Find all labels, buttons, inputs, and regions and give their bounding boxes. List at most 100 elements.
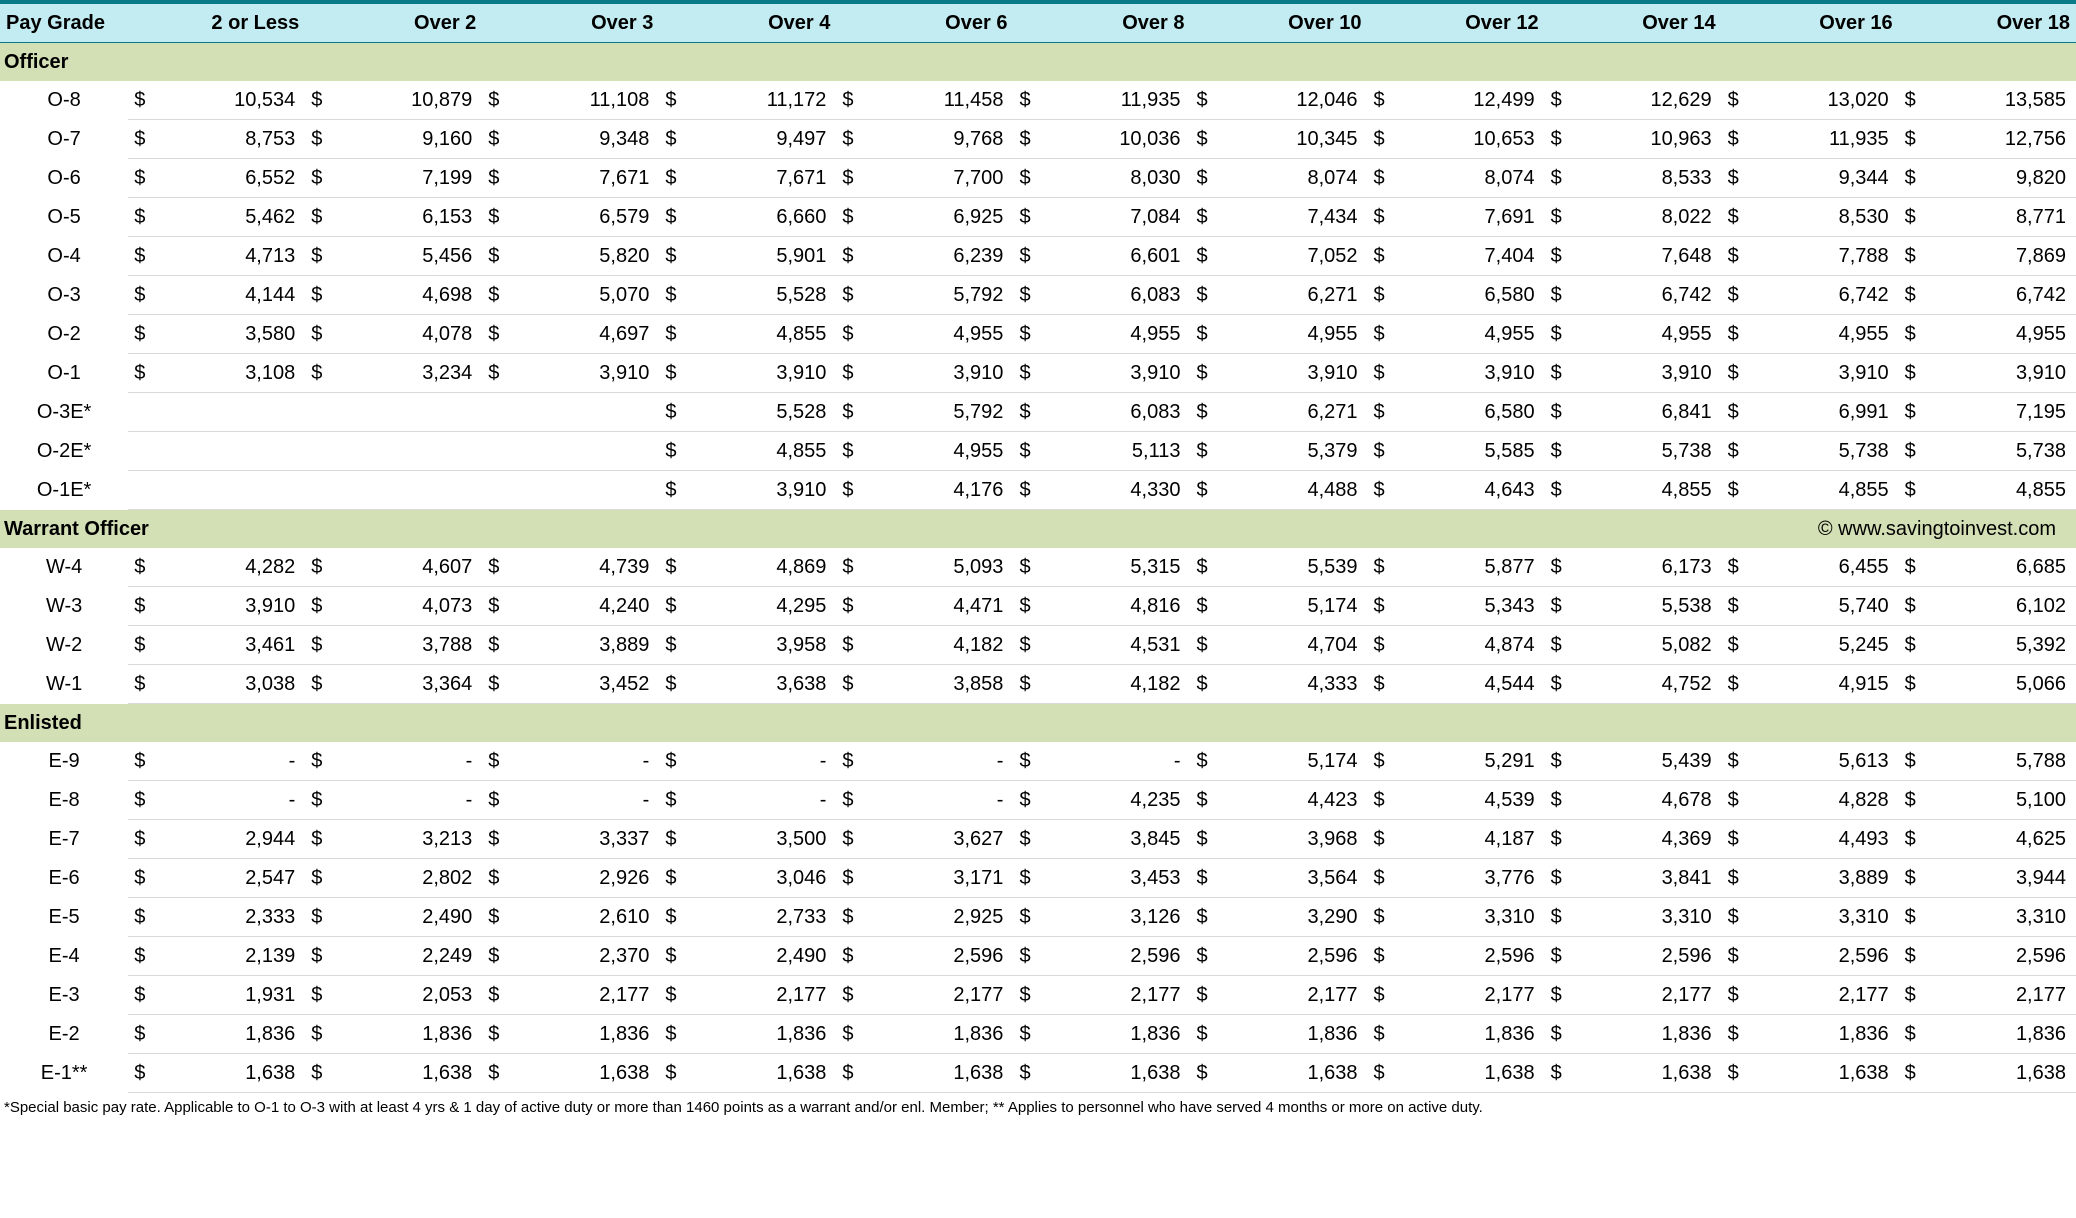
pay-table: Pay Grade 2 or Less Over 2 Over 3 Over 4… [0,0,2076,1093]
table-row: O-1E*$3,910$4,176$4,330$4,488$4,643$4,85… [0,471,2076,510]
value-cell: 10,345 [1215,120,1368,159]
value-cell: 9,160 [330,120,483,159]
currency-symbol: $ [836,276,860,315]
currency-symbol: $ [305,859,329,898]
value-cell: - [861,781,1014,820]
value-cell: 4,855 [1746,471,1899,510]
currency-symbol: $ [1899,276,1923,315]
currency-symbol: $ [1190,665,1214,704]
col-year-7: Over 12 [1368,2,1545,43]
currency-symbol: $ [1899,742,1923,781]
value-cell: 5,100 [1923,781,2076,820]
value-cell: 6,239 [861,237,1014,276]
value-cell: 1,638 [861,1054,1014,1093]
grade-cell: O-1E* [0,471,128,510]
currency-symbol: $ [659,315,683,354]
value-cell: 2,139 [153,937,306,976]
value-cell: - [1038,742,1191,781]
value-cell: 6,925 [861,198,1014,237]
currency-symbol: $ [1899,937,1923,976]
grade-cell: W-4 [0,548,128,587]
value-cell: 6,552 [153,159,306,198]
value-cell: 6,455 [1746,548,1899,587]
value-cell: 1,836 [1038,1015,1191,1054]
value-cell: 7,434 [1215,198,1368,237]
currency-symbol: $ [836,976,860,1015]
currency-symbol: $ [1190,159,1214,198]
currency-symbol: $ [1190,626,1214,665]
value-cell: 2,596 [1746,937,1899,976]
currency-symbol: $ [836,898,860,937]
currency-symbol: $ [305,198,329,237]
col-year-2: Over 3 [482,2,659,43]
table-row: E-1**$1,638$1,638$1,638$1,638$1,638$1,63… [0,1054,2076,1093]
value-cell: 5,462 [153,198,306,237]
currency-symbol: $ [1368,665,1392,704]
currency-symbol: $ [1013,976,1037,1015]
value-cell: 4,182 [861,626,1014,665]
value-cell: 3,910 [1569,354,1722,393]
value-cell: 11,458 [861,81,1014,120]
currency-symbol: $ [1013,1054,1037,1093]
currency-symbol: $ [1722,1015,1746,1054]
value-cell: 3,310 [1392,898,1545,937]
value-cell [507,471,660,510]
value-cell: 4,698 [330,276,483,315]
value-cell: 12,499 [1392,81,1545,120]
value-cell: 4,816 [1038,587,1191,626]
value-cell: 4,855 [684,432,837,471]
currency-symbol: $ [659,1015,683,1054]
value-cell: 1,638 [1569,1054,1722,1093]
value-cell: 3,944 [1923,859,2076,898]
value-cell: 4,471 [861,587,1014,626]
currency-symbol: $ [1899,198,1923,237]
value-cell: 5,877 [1392,548,1545,587]
currency-symbol: $ [1722,898,1746,937]
currency-symbol: $ [1545,393,1569,432]
value-cell: 1,836 [330,1015,483,1054]
value-cell: 4,739 [507,548,660,587]
currency-symbol: $ [1013,587,1037,626]
value-cell: 11,172 [684,81,837,120]
value-cell: 4,182 [1038,665,1191,704]
currency-symbol: $ [1190,393,1214,432]
value-cell: 4,955 [1569,315,1722,354]
table-row: O-2$3,580$4,078$4,697$4,855$4,955$4,955$… [0,315,2076,354]
currency-symbol: $ [482,626,506,665]
currency-symbol: $ [1368,81,1392,120]
value-cell: 3,889 [1746,859,1899,898]
value-cell: 1,638 [684,1054,837,1093]
value-cell: 1,836 [1569,1015,1722,1054]
value-cell: 9,768 [861,120,1014,159]
currency-symbol: $ [1722,548,1746,587]
grade-cell: E-5 [0,898,128,937]
table-row: E-6$2,547$2,802$2,926$3,046$3,171$3,453$… [0,859,2076,898]
value-cell: 5,315 [1038,548,1191,587]
currency-symbol [305,432,329,471]
value-cell: 3,788 [330,626,483,665]
value-cell: 2,490 [330,898,483,937]
currency-symbol: $ [836,198,860,237]
currency-symbol: $ [482,315,506,354]
value-cell: 5,113 [1038,432,1191,471]
currency-symbol: $ [836,665,860,704]
currency-symbol: $ [128,976,152,1015]
currency-symbol: $ [1722,1054,1746,1093]
value-cell: 2,177 [684,976,837,1015]
value-cell: 4,176 [861,471,1014,510]
value-cell [153,471,306,510]
currency-symbol: $ [1368,276,1392,315]
currency-symbol: $ [1190,781,1214,820]
value-cell: 4,607 [330,548,483,587]
currency-symbol: $ [1013,742,1037,781]
value-cell [507,393,660,432]
col-year-9: Over 16 [1722,2,1899,43]
currency-symbol: $ [836,859,860,898]
currency-symbol: $ [1190,976,1214,1015]
currency-symbol: $ [836,626,860,665]
value-cell: 4,539 [1392,781,1545,820]
currency-symbol: $ [1013,1015,1037,1054]
value-cell: 5,082 [1569,626,1722,665]
value-cell: 3,046 [684,859,837,898]
value-cell: 2,944 [153,820,306,859]
